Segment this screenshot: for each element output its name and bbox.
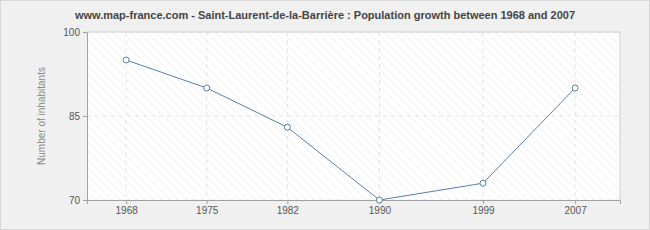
line bbox=[126, 60, 575, 200]
axis-line bbox=[83, 33, 88, 201]
background bbox=[1, 1, 650, 230]
tick-mark bbox=[83, 32, 87, 33]
tick: 1999 bbox=[472, 200, 495, 216]
plot-area bbox=[87, 32, 620, 200]
tick-mark bbox=[287, 200, 288, 204]
grid-line bbox=[87, 116, 620, 117]
tick: 1975 bbox=[196, 200, 219, 216]
tick: 1982 bbox=[277, 200, 300, 216]
point bbox=[376, 197, 382, 203]
point bbox=[204, 85, 210, 91]
grid-line bbox=[575, 32, 576, 200]
tick-mark bbox=[483, 200, 484, 204]
tick-label: 1968 bbox=[116, 205, 139, 216]
marks bbox=[123, 57, 578, 203]
grid bbox=[87, 32, 620, 200]
tick-label: 85 bbox=[69, 111, 81, 122]
grid-line bbox=[483, 32, 484, 200]
tick: 85 bbox=[69, 111, 87, 122]
point bbox=[572, 85, 578, 91]
tick: 1968 bbox=[116, 200, 139, 216]
tick-mark bbox=[207, 200, 208, 204]
tick-label: 1975 bbox=[196, 205, 219, 216]
y-axis: 70 85 100 bbox=[63, 27, 87, 206]
tick-mark bbox=[83, 116, 87, 117]
tick-label: 1999 bbox=[472, 205, 495, 216]
point bbox=[123, 57, 129, 63]
tick-label: 1982 bbox=[277, 205, 300, 216]
grid-line bbox=[379, 32, 380, 200]
tick-label: 1990 bbox=[369, 205, 392, 216]
tick-mark bbox=[575, 200, 576, 204]
frame bbox=[87, 32, 620, 33]
point bbox=[284, 124, 290, 130]
grid-line bbox=[87, 32, 620, 33]
tick-label: 2007 bbox=[564, 205, 587, 216]
tick: 100 bbox=[63, 27, 87, 38]
frame bbox=[620, 32, 621, 200]
point bbox=[480, 180, 486, 186]
title: www.map-france.com - Saint-Laurent-de-la… bbox=[74, 9, 575, 21]
axis-line bbox=[88, 201, 621, 205]
tick-mark bbox=[126, 200, 127, 204]
grid-line bbox=[287, 32, 288, 200]
y-axis-title: Number of inhabitants bbox=[36, 67, 47, 165]
grid-line bbox=[206, 32, 207, 200]
tick-label: 70 bbox=[69, 195, 81, 206]
tick: 2007 bbox=[564, 200, 587, 216]
tick-mark bbox=[83, 200, 87, 201]
plot: 70 85 100 1968 1975 1982 1990 1999 2007 bbox=[63, 27, 620, 216]
chart: www.map-france.com - Saint-Laurent-de-la… bbox=[0, 0, 650, 230]
x-axis: 1968 1975 1982 1990 1999 2007 bbox=[88, 200, 621, 216]
tick-label: 100 bbox=[63, 27, 80, 38]
tick: 70 bbox=[69, 195, 87, 206]
